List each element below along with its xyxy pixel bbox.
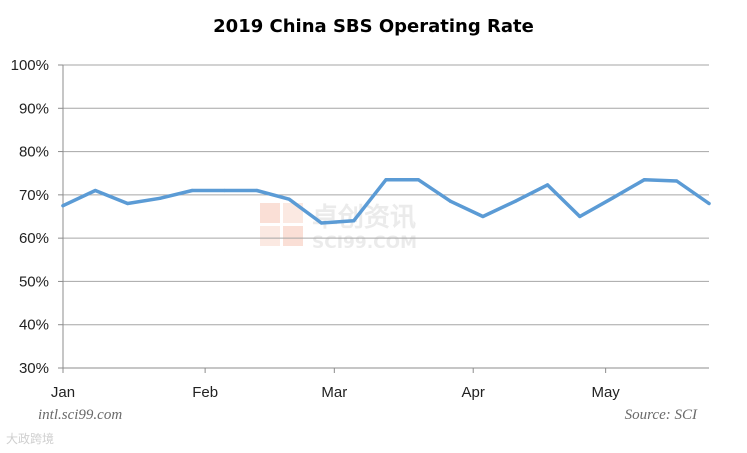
y-tick-label: 90% [19, 100, 49, 117]
corner-watermark: 大政跨境 [6, 432, 55, 446]
data-point [126, 201, 130, 206]
chart-title: 2019 China SBS Operating Rate [213, 16, 534, 37]
data-point [222, 188, 227, 193]
data-point [707, 201, 711, 206]
data-point [319, 221, 323, 225]
data-point [675, 179, 679, 183]
data-point [93, 188, 97, 193]
source-label: Source: SCI [624, 407, 697, 423]
data-point [158, 196, 162, 200]
data-point [416, 178, 420, 182]
y-tick-label: 70% [19, 187, 49, 204]
x-tick-label: Mar [321, 384, 347, 401]
data-point [481, 214, 485, 219]
data-point [642, 178, 647, 182]
sci99-watermark: 卓创资讯 SCI99.COM [260, 203, 417, 253]
watermark-logo-block [283, 226, 303, 246]
x-tick-label: Feb [192, 384, 218, 401]
y-tick-label: 40% [19, 317, 49, 334]
watermark-logo-block [260, 203, 280, 223]
data-point [287, 197, 291, 201]
y-tick-label: 50% [19, 273, 49, 290]
y-tick-label: 100% [11, 57, 49, 74]
x-tick-label: May [591, 384, 620, 401]
y-tick-label: 30% [19, 360, 49, 377]
data-point [545, 183, 550, 187]
x-axis: Jan Feb Mar Apr May [51, 65, 709, 401]
y-tick-label: 80% [19, 144, 49, 161]
watermark-en-text: SCI99.COM [312, 233, 417, 253]
x-tick-label: Apr [462, 384, 485, 401]
data-point [578, 214, 582, 219]
y-tick-label: 60% [19, 230, 49, 247]
data-point [61, 204, 65, 208]
watermark-logo-block [260, 226, 280, 246]
data-point [190, 188, 194, 193]
data-point [513, 199, 517, 203]
data-point [449, 199, 453, 203]
series-layer [61, 177, 711, 225]
website-label: intl.sci99.com [38, 407, 123, 423]
data-point [255, 188, 259, 193]
data-point [610, 196, 614, 200]
y-axis-ticks: 30% 40% 50% 60% 70% 80% 90% 100% [11, 57, 63, 377]
data-point [384, 178, 388, 182]
grid-lines [63, 64, 709, 369]
data-point [352, 219, 356, 223]
watermark-logo-block [283, 203, 303, 223]
x-tick-label: Jan [51, 384, 75, 401]
